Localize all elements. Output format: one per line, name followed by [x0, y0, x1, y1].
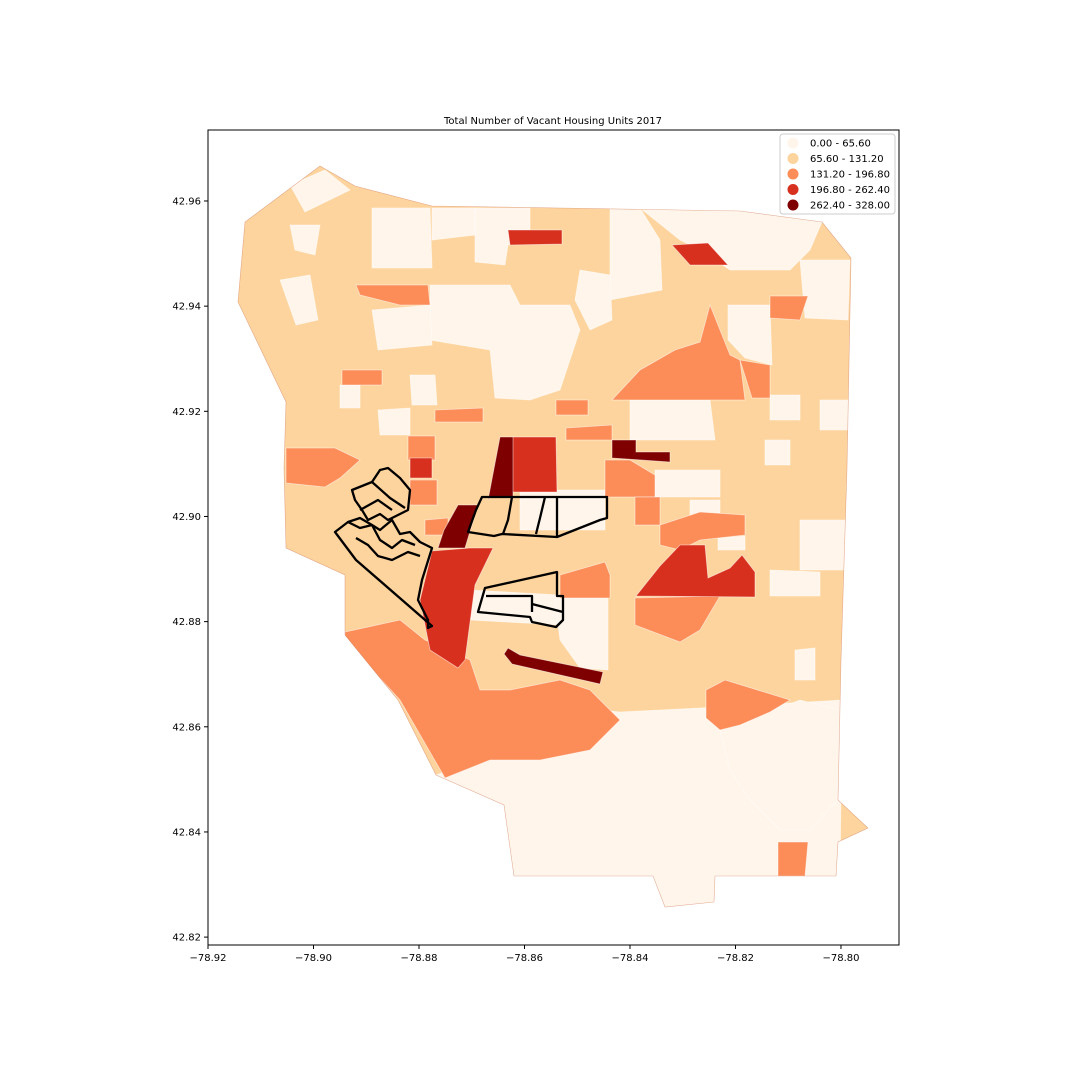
region — [739, 359, 771, 399]
x-tick-label: −78.92 — [189, 953, 226, 964]
region — [429, 284, 581, 401]
legend: 0.00 - 65.60 65.60 - 131.20 131.20 - 196.8… — [779, 133, 896, 215]
x-tick-label: −78.82 — [717, 953, 754, 964]
region — [659, 511, 746, 551]
outlined-tract — [476, 570, 565, 629]
region — [705, 679, 791, 731]
outlined-tract-edge — [501, 496, 514, 535]
region — [371, 304, 433, 351]
outlined-tract — [466, 495, 609, 539]
region — [565, 424, 613, 441]
outlined-tract-edge — [371, 481, 406, 509]
region — [604, 459, 656, 498]
y-tick-label: 42.96 — [172, 196, 201, 207]
region — [635, 544, 756, 598]
region — [574, 269, 613, 331]
legend-marker — [787, 153, 799, 164]
region — [555, 399, 589, 416]
region — [507, 229, 563, 246]
region — [799, 519, 849, 571]
region — [629, 399, 716, 441]
outlined-tract-edge — [370, 524, 416, 550]
region — [355, 284, 431, 306]
region — [764, 439, 791, 466]
region — [437, 504, 479, 549]
y-tick-label: 42.86 — [172, 722, 201, 733]
x-tick-label: −78.88 — [400, 953, 437, 964]
city-boundary — [237, 165, 869, 908]
y-tick-label: 42.88 — [172, 617, 201, 628]
y-tick-label: 42.94 — [172, 302, 201, 313]
region — [474, 207, 531, 266]
outlined-tract-edge — [534, 496, 547, 535]
region — [717, 535, 746, 551]
region — [289, 224, 321, 256]
y-axis: 42.82 42.84 42.86 42.88 42.90 42.92 42.94 42.96 — [172, 196, 208, 944]
map-title: Total Number of Vacant Housing Units 201… — [443, 116, 662, 127]
region — [769, 394, 801, 421]
region — [339, 384, 361, 409]
y-tick-label: 42.84 — [172, 827, 201, 838]
region — [409, 479, 438, 506]
y-tick-label: 42.92 — [172, 407, 201, 418]
outlined-tract — [350, 466, 412, 522]
outlined-tract-edge — [355, 537, 421, 562]
highlighted-tracts — [333, 466, 609, 630]
legend-label: 131.20 - 196.80 — [810, 170, 890, 181]
y-tick-label: 42.90 — [172, 512, 201, 523]
x-axis: −78.92 −78.90 −78.88 −78.86 −78.84 −78.82 −78.… — [189, 945, 859, 964]
region — [419, 547, 494, 669]
region — [431, 207, 476, 241]
region — [727, 304, 773, 366]
region — [611, 303, 746, 401]
class-3-regions — [409, 229, 756, 669]
region — [559, 561, 611, 599]
legend-marker — [787, 199, 799, 211]
region — [377, 407, 411, 436]
class-4-regions — [437, 436, 671, 685]
outlined-tract-edge — [359, 498, 393, 512]
region — [611, 439, 671, 463]
region — [279, 274, 319, 326]
region — [519, 489, 606, 531]
region — [634, 496, 661, 526]
region — [407, 435, 436, 461]
region — [794, 647, 816, 681]
legend-label: 65.60 - 131.20 — [810, 154, 884, 165]
x-tick-label: −78.90 — [295, 953, 332, 964]
region — [769, 569, 821, 597]
legend-marker — [787, 168, 799, 180]
legend-marker — [787, 137, 799, 149]
region — [371, 207, 433, 269]
x-tick-label: −78.84 — [611, 953, 648, 964]
x-tick-label: −78.86 — [506, 953, 543, 964]
region — [769, 295, 809, 321]
outlined-tract-edge — [531, 602, 564, 614]
region — [289, 169, 351, 213]
region — [511, 436, 558, 493]
region — [671, 242, 729, 266]
region — [503, 647, 604, 685]
y-tick-label: 42.82 — [172, 933, 201, 944]
region — [341, 369, 383, 386]
region — [285, 447, 361, 488]
outlined-tract — [333, 518, 434, 630]
region — [434, 407, 484, 423]
legend-label: 262.40 - 328.00 — [810, 201, 890, 212]
legend-label: 0.00 - 65.60 — [810, 139, 871, 150]
region — [819, 399, 849, 431]
region — [777, 841, 809, 877]
region — [654, 469, 721, 498]
region — [409, 374, 438, 406]
legend-box — [779, 133, 896, 215]
legend-label: 196.80 - 262.40 — [810, 185, 890, 196]
x-tick-label: −78.80 — [822, 953, 859, 964]
outlined-tract-edge — [347, 516, 373, 526]
legend-marker — [787, 184, 799, 195]
region — [799, 259, 851, 321]
region — [719, 699, 841, 831]
region — [409, 457, 433, 479]
outlined-tract-edge — [486, 594, 534, 612]
